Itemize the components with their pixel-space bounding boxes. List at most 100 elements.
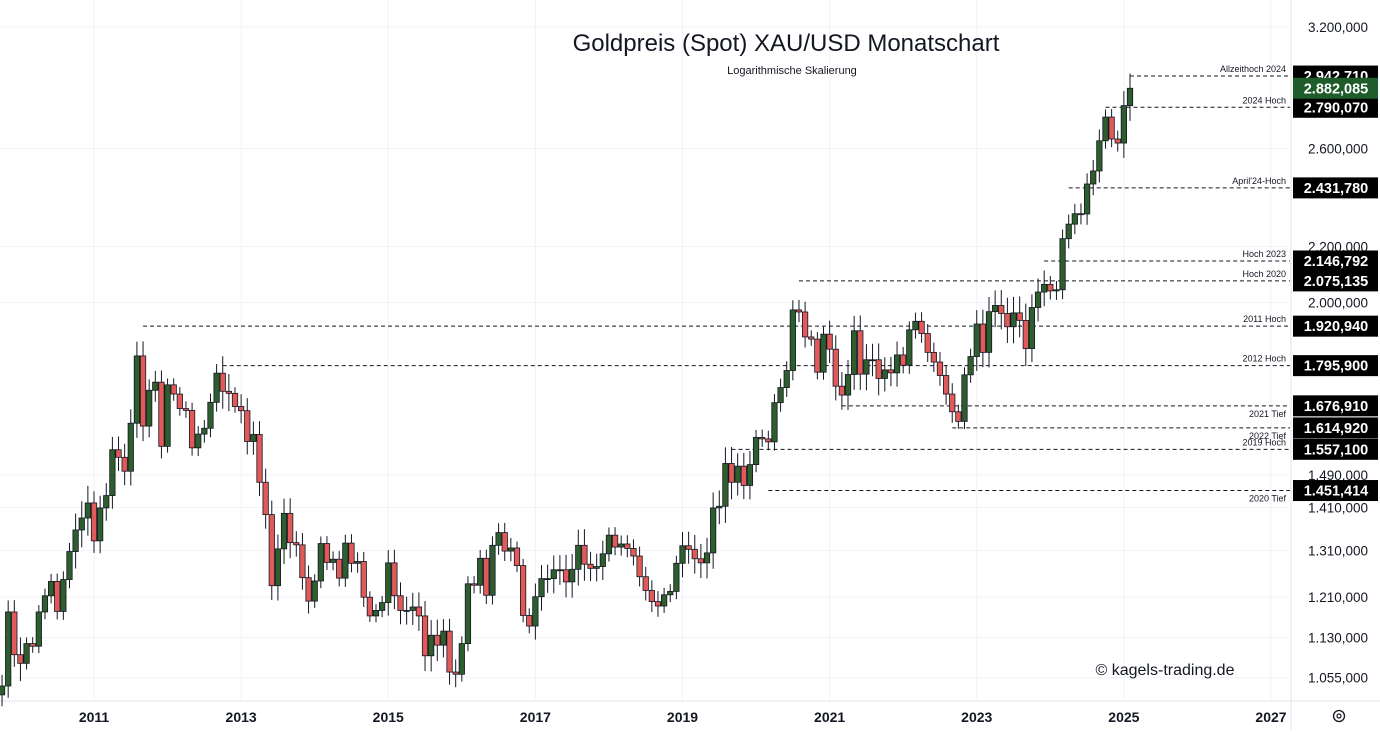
candle-body — [182, 408, 190, 411]
candle-body — [1114, 138, 1121, 144]
candle-body — [41, 595, 49, 613]
candle — [158, 370, 165, 459]
settings-gear-icon[interactable] — [1332, 709, 1346, 723]
candle-body — [887, 369, 895, 374]
candle-body — [434, 634, 441, 646]
candle — [532, 583, 539, 640]
candle-body — [415, 606, 423, 617]
candle-body — [661, 594, 668, 607]
candle — [985, 297, 993, 368]
candle — [336, 551, 343, 587]
candle-body — [630, 548, 637, 557]
candle — [918, 312, 925, 343]
level-price-tag: 1.451,414 — [1293, 480, 1378, 502]
candle-body — [311, 580, 318, 602]
candle — [630, 539, 637, 566]
candle — [366, 591, 373, 622]
candle-body — [581, 544, 588, 565]
candle — [722, 447, 729, 523]
candle — [354, 552, 361, 573]
candle — [869, 343, 876, 377]
y-axis: 3.200,0002.600,0002.200,0002.000,0001.49… — [1308, 20, 1368, 686]
candle-body — [372, 610, 380, 617]
candle-body — [648, 590, 655, 602]
candle — [716, 490, 723, 525]
candle — [703, 537, 711, 579]
candle-body — [84, 502, 91, 519]
candle — [838, 372, 845, 410]
candle-body — [0, 685, 6, 696]
candle-body — [1126, 87, 1134, 107]
candle — [72, 513, 79, 569]
x-tick-label: 2013 — [226, 709, 257, 725]
candle-body — [851, 330, 858, 375]
candle — [391, 549, 398, 610]
candle-body — [654, 601, 662, 607]
candle-body — [679, 545, 686, 564]
x-tick-label: 2017 — [520, 709, 551, 725]
candle — [458, 636, 465, 682]
candle-body — [605, 534, 613, 555]
candle-body — [495, 532, 502, 546]
candle — [219, 356, 226, 409]
candle — [520, 558, 527, 623]
x-tick-label: 2023 — [961, 709, 992, 725]
candle — [256, 421, 263, 496]
candle-body — [115, 449, 122, 458]
candle-body — [170, 384, 177, 395]
candle-body — [231, 392, 239, 407]
candle-body — [599, 553, 606, 567]
candle — [17, 637, 24, 682]
candle-body — [973, 323, 980, 357]
candle — [673, 555, 680, 600]
candle-body — [636, 555, 643, 578]
candle — [372, 604, 380, 623]
candle-body — [329, 558, 337, 563]
candle — [581, 529, 588, 581]
candle-body — [942, 375, 950, 395]
candle — [863, 344, 870, 391]
candle — [973, 310, 980, 371]
candle — [121, 443, 128, 486]
candle — [654, 591, 662, 617]
level-price-tag-box — [1293, 480, 1378, 502]
candle — [47, 573, 55, 604]
level-label: 2024 Hoch — [1242, 95, 1286, 105]
candle — [887, 356, 895, 387]
candle — [23, 637, 30, 670]
candle — [41, 588, 49, 620]
candle — [661, 587, 668, 614]
candle — [213, 364, 220, 412]
level-price-tag: 1.614,920 — [1293, 417, 1378, 439]
candle — [238, 394, 245, 424]
candle-body — [924, 333, 931, 353]
candle-body — [1108, 116, 1115, 140]
candle-body — [783, 370, 790, 388]
current-price-tag-label: 2.882,085 — [1304, 81, 1369, 97]
candle — [728, 446, 735, 500]
candle-body — [691, 548, 698, 560]
candle-body — [955, 411, 962, 422]
candle-body — [127, 422, 134, 472]
candle — [765, 430, 772, 451]
level-price-tag: 2.431,780 — [1293, 177, 1378, 199]
candle-body — [1059, 238, 1066, 291]
level-price-tag-label: 1.795,900 — [1304, 359, 1369, 375]
candle-body — [562, 569, 570, 583]
candle-body — [17, 654, 24, 664]
candle — [97, 495, 104, 554]
candle-body — [103, 495, 110, 509]
candle-body — [814, 338, 821, 373]
candle — [428, 620, 435, 672]
candle-body — [826, 333, 833, 350]
candle-body — [1016, 312, 1023, 321]
candle-body — [544, 578, 551, 581]
candle — [409, 592, 416, 625]
candle — [906, 321, 913, 374]
candle — [280, 498, 288, 565]
candle-body — [593, 566, 600, 569]
candle-body — [642, 576, 649, 591]
candle — [912, 312, 919, 339]
candle-body — [11, 611, 18, 656]
candle-body — [556, 569, 563, 572]
